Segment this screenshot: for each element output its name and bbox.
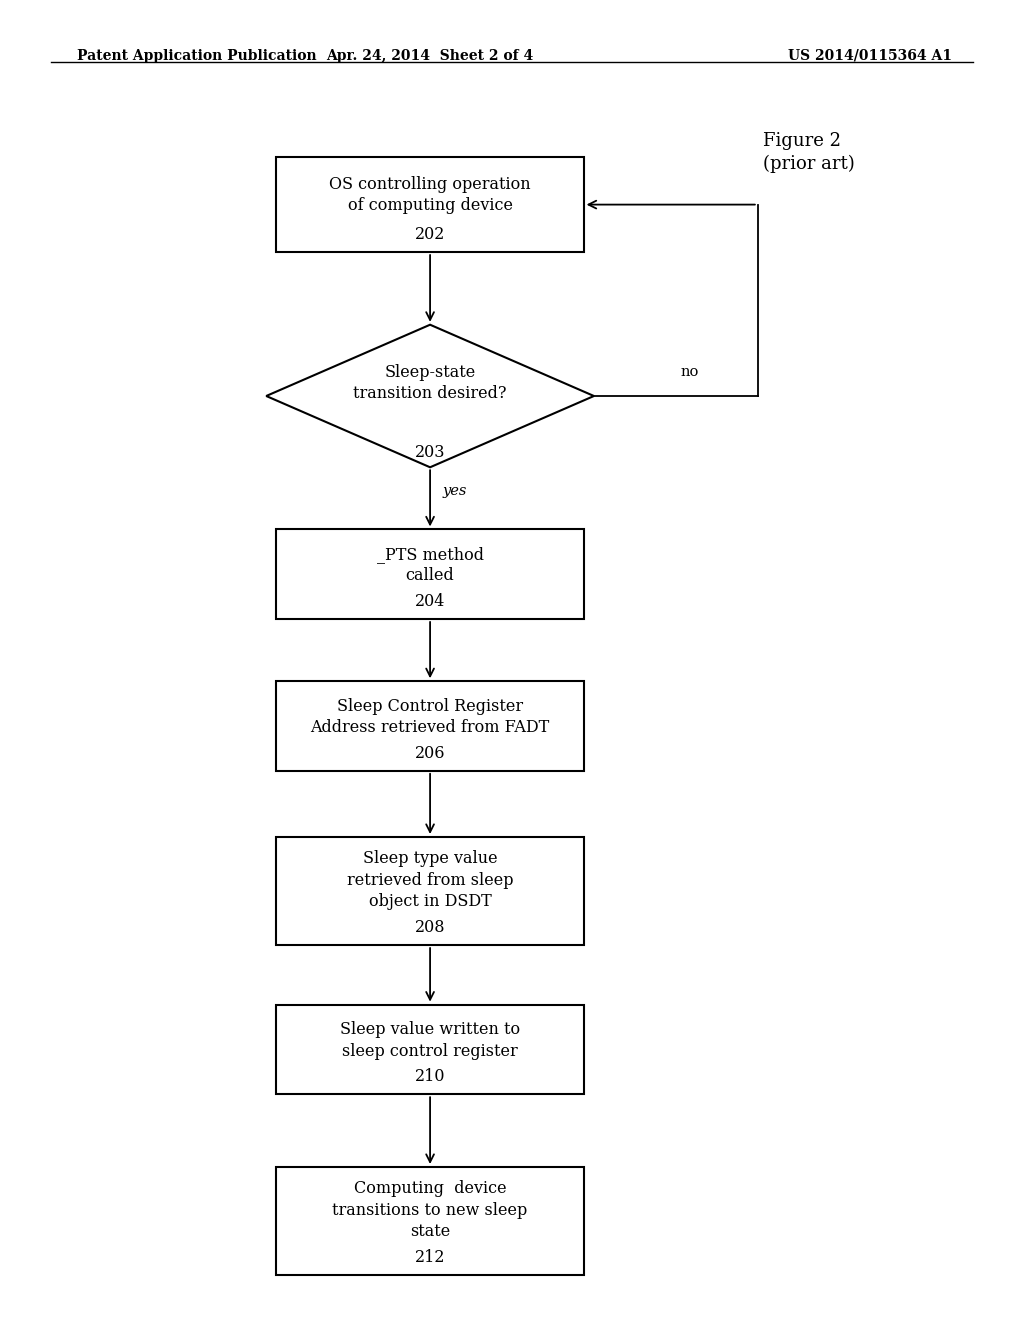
Bar	[276, 157, 584, 252]
Text: 204: 204	[415, 593, 445, 610]
Bar	[276, 1167, 584, 1275]
Text: _PTS method
called: _PTS method called	[377, 546, 483, 585]
Text: Computing  device
transitions to new sleep
state: Computing device transitions to new slee…	[333, 1180, 527, 1241]
Text: Figure 2
(prior art): Figure 2 (prior art)	[763, 132, 855, 173]
Text: 202: 202	[415, 226, 445, 243]
Text: Patent Application Publication: Patent Application Publication	[77, 49, 316, 63]
Bar	[276, 529, 584, 619]
Text: 206: 206	[415, 744, 445, 762]
Text: Apr. 24, 2014  Sheet 2 of 4: Apr. 24, 2014 Sheet 2 of 4	[327, 49, 534, 63]
Text: Sleep Control Register
Address retrieved from FADT: Sleep Control Register Address retrieved…	[310, 698, 550, 737]
Polygon shape	[266, 325, 594, 467]
Text: 212: 212	[415, 1249, 445, 1266]
Text: no: no	[681, 364, 699, 379]
Text: yes: yes	[442, 484, 467, 498]
Bar	[276, 681, 584, 771]
Text: 208: 208	[415, 919, 445, 936]
Text: 203: 203	[415, 444, 445, 461]
Text: US 2014/0115364 A1: US 2014/0115364 A1	[788, 49, 952, 63]
Text: Sleep-state
transition desired?: Sleep-state transition desired?	[353, 364, 507, 403]
Text: 210: 210	[415, 1068, 445, 1085]
Text: OS controlling operation
of computing device: OS controlling operation of computing de…	[330, 176, 530, 214]
Bar	[276, 1005, 584, 1094]
Bar	[276, 837, 584, 945]
Text: Sleep value written to
sleep control register: Sleep value written to sleep control reg…	[340, 1022, 520, 1060]
Text: Sleep type value
retrieved from sleep
object in DSDT: Sleep type value retrieved from sleep ob…	[347, 850, 513, 911]
